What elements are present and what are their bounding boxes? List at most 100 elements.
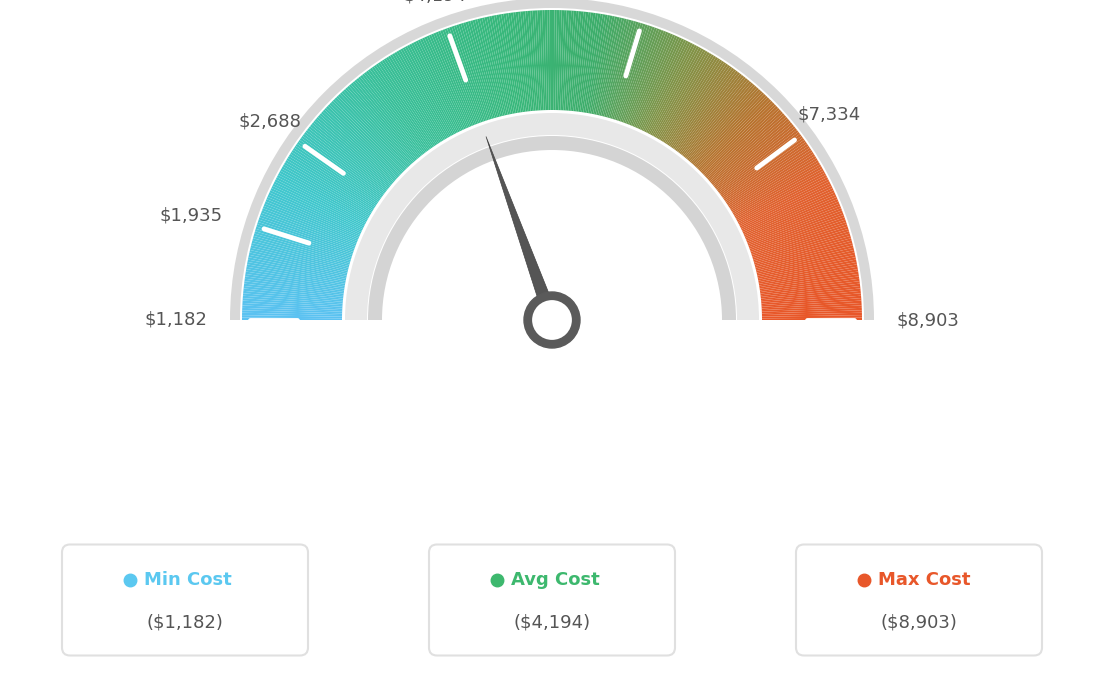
- Wedge shape: [741, 186, 832, 230]
- Wedge shape: [692, 89, 761, 165]
- Wedge shape: [585, 14, 603, 113]
- Wedge shape: [438, 31, 476, 125]
- Wedge shape: [530, 10, 539, 110]
- Wedge shape: [756, 248, 854, 273]
- Wedge shape: [245, 271, 344, 289]
- Wedge shape: [449, 27, 484, 122]
- Wedge shape: [386, 57, 440, 143]
- Wedge shape: [518, 12, 531, 111]
- Wedge shape: [253, 236, 350, 264]
- Wedge shape: [388, 56, 443, 142]
- Wedge shape: [290, 152, 375, 208]
- Wedge shape: [243, 296, 342, 305]
- Wedge shape: [741, 184, 831, 229]
- Wedge shape: [597, 17, 622, 115]
- Wedge shape: [693, 90, 763, 166]
- Wedge shape: [257, 222, 353, 255]
- Wedge shape: [314, 121, 391, 186]
- Wedge shape: [573, 12, 586, 111]
- Wedge shape: [746, 204, 840, 243]
- Wedge shape: [677, 70, 739, 152]
- Wedge shape: [583, 13, 601, 112]
- Wedge shape: [649, 45, 697, 135]
- Wedge shape: [399, 50, 449, 137]
- Wedge shape: [378, 62, 435, 146]
- Wedge shape: [749, 210, 842, 247]
- Wedge shape: [535, 10, 542, 110]
- Wedge shape: [613, 23, 644, 119]
- Wedge shape: [634, 34, 676, 127]
- Wedge shape: [761, 281, 860, 295]
- Wedge shape: [254, 231, 351, 262]
- Wedge shape: [604, 20, 631, 117]
- Wedge shape: [622, 28, 657, 122]
- Wedge shape: [307, 128, 388, 191]
- Circle shape: [524, 292, 580, 348]
- Wedge shape: [707, 110, 782, 179]
- Wedge shape: [754, 238, 851, 266]
- Wedge shape: [611, 22, 640, 119]
- Wedge shape: [722, 138, 804, 198]
- Wedge shape: [343, 89, 412, 165]
- Wedge shape: [269, 190, 361, 234]
- Wedge shape: [308, 126, 389, 190]
- Wedge shape: [592, 15, 613, 114]
- Wedge shape: [298, 140, 381, 199]
- Wedge shape: [599, 18, 625, 116]
- Wedge shape: [265, 201, 358, 242]
- Wedge shape: [247, 262, 346, 282]
- Wedge shape: [310, 124, 389, 188]
- Text: $1,182: $1,182: [145, 311, 208, 329]
- Text: Max Cost: Max Cost: [878, 571, 970, 589]
- Wedge shape: [658, 52, 710, 139]
- Wedge shape: [734, 166, 822, 217]
- Wedge shape: [595, 17, 617, 115]
- Wedge shape: [410, 43, 457, 134]
- Wedge shape: [372, 66, 432, 149]
- Wedge shape: [322, 110, 397, 179]
- Wedge shape: [368, 69, 428, 151]
- Wedge shape: [422, 37, 466, 129]
- Wedge shape: [284, 162, 371, 215]
- Wedge shape: [318, 115, 394, 182]
- Wedge shape: [576, 12, 591, 112]
- Wedge shape: [279, 170, 368, 220]
- Wedge shape: [340, 92, 410, 167]
- Wedge shape: [742, 188, 834, 232]
- Wedge shape: [590, 15, 611, 114]
- Wedge shape: [758, 267, 858, 286]
- Wedge shape: [360, 75, 423, 155]
- Wedge shape: [687, 83, 753, 160]
- Wedge shape: [251, 243, 349, 269]
- Wedge shape: [620, 27, 655, 122]
- Wedge shape: [246, 269, 344, 287]
- Wedge shape: [735, 168, 824, 219]
- Wedge shape: [762, 310, 862, 315]
- Wedge shape: [542, 10, 548, 110]
- Wedge shape: [671, 65, 730, 148]
- Wedge shape: [412, 43, 458, 133]
- Wedge shape: [656, 51, 708, 139]
- Wedge shape: [242, 308, 342, 313]
- Wedge shape: [243, 288, 343, 300]
- Wedge shape: [354, 79, 420, 158]
- Wedge shape: [452, 26, 486, 121]
- Wedge shape: [491, 15, 512, 114]
- Wedge shape: [403, 47, 453, 136]
- Wedge shape: [739, 177, 828, 225]
- Wedge shape: [664, 57, 718, 143]
- Wedge shape: [405, 46, 454, 135]
- Wedge shape: [532, 10, 541, 110]
- Wedge shape: [761, 286, 860, 299]
- Wedge shape: [319, 113, 395, 181]
- Wedge shape: [559, 10, 564, 110]
- Wedge shape: [760, 271, 859, 289]
- Wedge shape: [578, 12, 593, 112]
- Wedge shape: [300, 138, 382, 198]
- Wedge shape: [280, 168, 369, 219]
- FancyBboxPatch shape: [62, 544, 308, 655]
- Wedge shape: [699, 99, 772, 172]
- Wedge shape: [485, 17, 508, 115]
- Wedge shape: [572, 11, 584, 111]
- Wedge shape: [710, 115, 786, 182]
